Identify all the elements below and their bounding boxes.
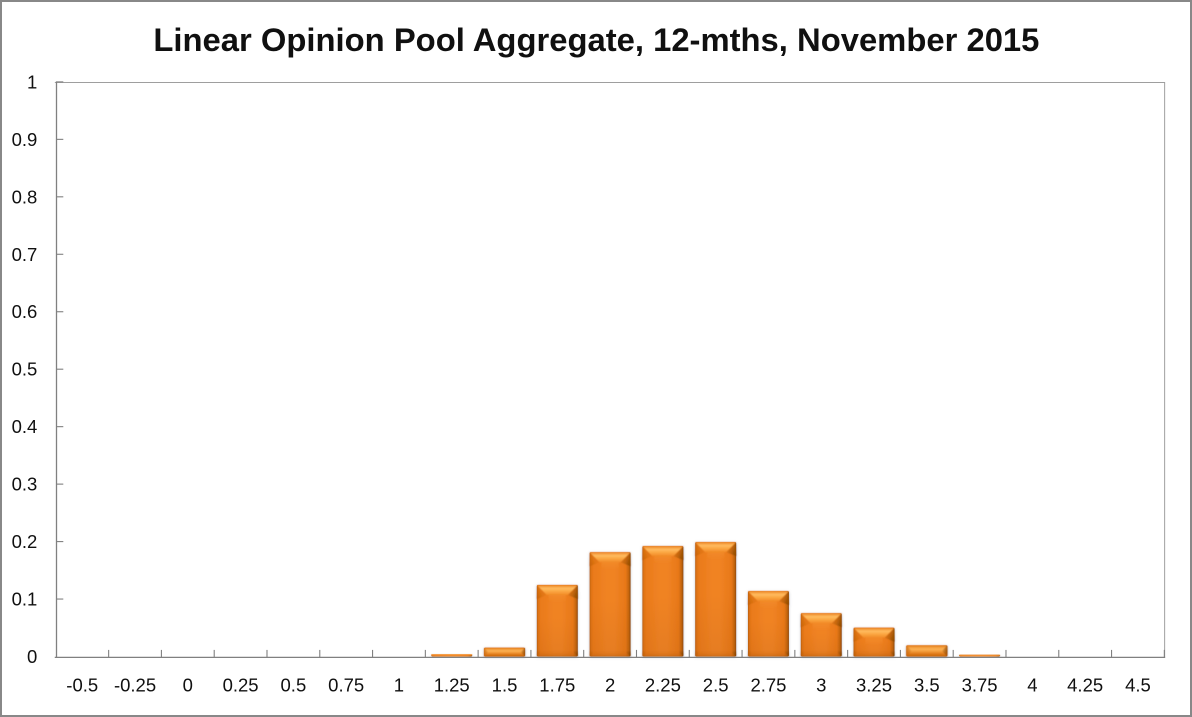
svg-text:0.2: 0.2 — [12, 531, 38, 552]
svg-text:0.6: 0.6 — [12, 301, 38, 322]
svg-text:0.75: 0.75 — [328, 675, 364, 696]
svg-text:3: 3 — [816, 675, 826, 696]
svg-text:3.5: 3.5 — [914, 675, 940, 696]
svg-text:0: 0 — [27, 646, 37, 667]
svg-text:0.25: 0.25 — [223, 675, 259, 696]
svg-text:3.75: 3.75 — [962, 675, 998, 696]
svg-text:0.9: 0.9 — [12, 129, 38, 150]
svg-text:1.75: 1.75 — [539, 675, 575, 696]
svg-text:2.5: 2.5 — [703, 675, 729, 696]
svg-text:0.8: 0.8 — [12, 186, 38, 207]
svg-text:4.5: 4.5 — [1125, 675, 1151, 696]
svg-text:4: 4 — [1027, 675, 1037, 696]
svg-text:1.25: 1.25 — [434, 675, 470, 696]
svg-text:1: 1 — [394, 675, 404, 696]
svg-text:2.25: 2.25 — [645, 675, 681, 696]
svg-text:0.5: 0.5 — [12, 359, 38, 380]
svg-text:0.4: 0.4 — [12, 416, 38, 437]
svg-text:1.5: 1.5 — [492, 675, 518, 696]
svg-text:0.3: 0.3 — [12, 474, 38, 495]
svg-text:0: 0 — [183, 675, 193, 696]
svg-text:2: 2 — [605, 675, 615, 696]
svg-text:3.25: 3.25 — [856, 675, 892, 696]
svg-text:4.25: 4.25 — [1067, 675, 1103, 696]
svg-text:0.1: 0.1 — [12, 589, 38, 610]
svg-text:0.5: 0.5 — [281, 675, 307, 696]
svg-text:-0.25: -0.25 — [114, 675, 156, 696]
svg-text:2.75: 2.75 — [750, 675, 786, 696]
svg-text:0.7: 0.7 — [12, 244, 38, 265]
svg-text:1: 1 — [27, 71, 37, 92]
svg-text:Linear Opinion Pool Aggregate,: Linear Opinion Pool Aggregate, 12-mths, … — [153, 22, 1039, 58]
svg-text:-0.5: -0.5 — [66, 675, 98, 696]
